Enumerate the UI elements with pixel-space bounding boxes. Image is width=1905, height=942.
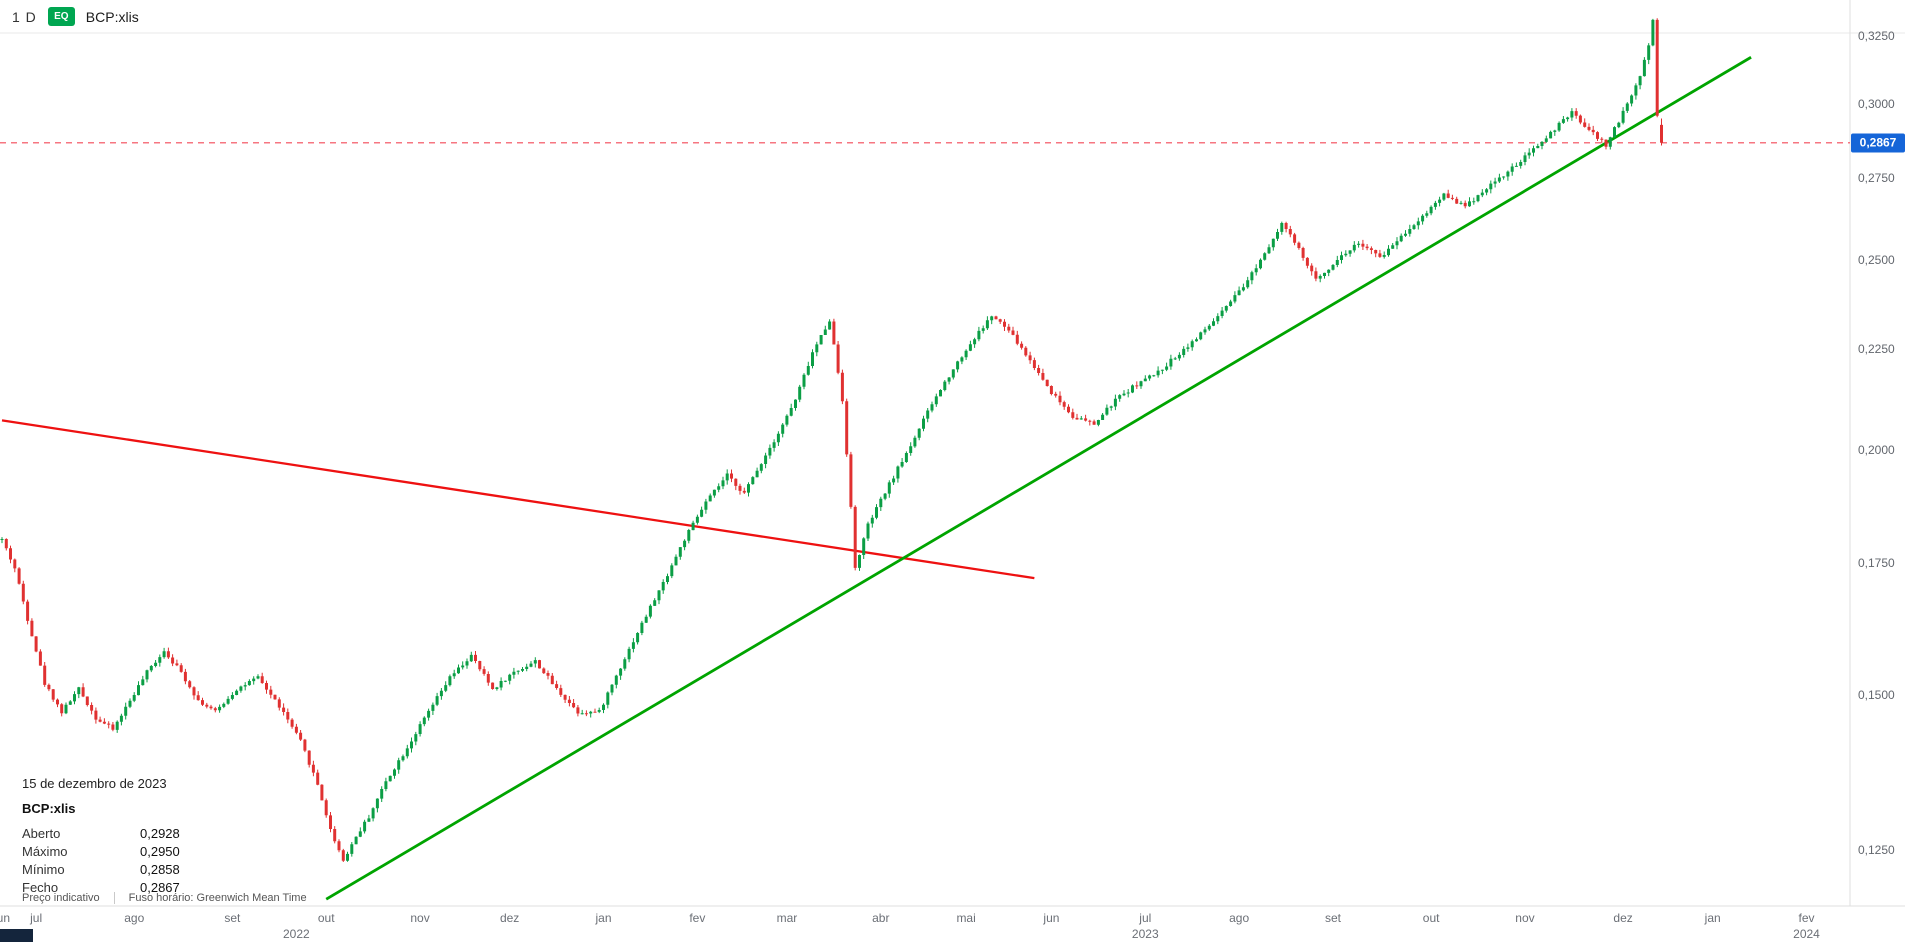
month-tick-label: jul bbox=[30, 911, 43, 925]
up-candle-wicks bbox=[1, 18, 1654, 862]
price-tick-label: 0,1500 bbox=[1858, 687, 1895, 702]
month-tick-label: abr bbox=[872, 911, 890, 925]
footer-divider bbox=[113, 892, 115, 904]
chart-header: 1 D EQ BCP:xlis bbox=[0, 0, 139, 33]
month-tick-label: nov bbox=[410, 911, 430, 925]
month-tick-label: fev bbox=[1798, 911, 1815, 925]
ohlc-label-open: Aberto bbox=[22, 826, 61, 841]
price-tick-label: 0,2500 bbox=[1858, 252, 1895, 267]
timezone-label: Fuso horário: Greenwich Mean Time bbox=[128, 892, 307, 904]
data-window: 15 de dezembro de 2023 BCP:xlis Aberto 0… bbox=[12, 770, 246, 903]
time-axis[interactable]: jun jul ago set out nov dez jan fev mar abr mai jun j… bbox=[0, 906, 1905, 942]
timeframe-selector[interactable]: 1 D bbox=[12, 8, 37, 25]
current-price-badge: 0,2867 bbox=[1851, 133, 1905, 153]
ascending-trendline[interactable] bbox=[325, 56, 1752, 901]
data-window-symbol: BCP:xlis bbox=[22, 801, 76, 816]
price-tick-label: 0,1250 bbox=[1858, 843, 1895, 858]
month-tick-label: set bbox=[224, 911, 241, 925]
price-tick-label: 0,2000 bbox=[1858, 442, 1895, 457]
price-tick-label: 0,1750 bbox=[1858, 556, 1895, 571]
month-tick-label: dez bbox=[1613, 911, 1633, 925]
data-window-row-close: Fecho 0,2867 bbox=[22, 879, 236, 897]
month-tick-label: jun bbox=[1043, 911, 1060, 925]
up-candle-bodies bbox=[0, 19, 1655, 861]
month-tick-label: nov bbox=[1515, 911, 1535, 925]
equity-type-badge: EQ bbox=[47, 7, 75, 26]
bottom-left-corner-bar[interactable] bbox=[0, 929, 33, 942]
indicative-price-label: Preço indicativo bbox=[22, 892, 100, 904]
ohlc-value-high: 0,2950 bbox=[140, 844, 180, 859]
month-tick-label: fev bbox=[689, 911, 706, 925]
month-tick-label: mar bbox=[776, 911, 798, 925]
data-window-row-open: Aberto 0,2928 bbox=[22, 825, 236, 843]
month-tick-label: jun bbox=[0, 911, 11, 925]
price-axis[interactable]: 0,3250 0,3000 0,2750 0,2500 0,2250 0,2000 0,17… bbox=[1850, 0, 1905, 906]
price-tick-label: 0,2750 bbox=[1858, 171, 1895, 186]
data-window-row-high: Máximo 0,2950 bbox=[22, 843, 236, 861]
year-tick-label: 2024 bbox=[1793, 927, 1820, 941]
data-window-date: 15 de dezembro de 2023 bbox=[22, 776, 167, 791]
year-tick-label: 2022 bbox=[282, 927, 310, 941]
month-tick-label: jul bbox=[1139, 911, 1152, 925]
footer-status: Preço indicativo Fuso horário: Greenwich… bbox=[22, 892, 307, 904]
month-tick-label: ago bbox=[124, 911, 145, 925]
down-candle-bodies bbox=[4, 19, 1663, 861]
month-tick-label: ago bbox=[1229, 911, 1250, 925]
month-tick-label: jan bbox=[1704, 911, 1721, 925]
month-tick-label: out bbox=[317, 911, 335, 925]
month-tick-label: dez bbox=[499, 911, 520, 925]
ohlc-label-close: Fecho bbox=[22, 880, 59, 895]
ohlc-value-low: 0,2858 bbox=[140, 862, 180, 877]
ohlc-label-low: Mínimo bbox=[22, 862, 65, 877]
month-tick-label: out bbox=[1422, 911, 1440, 925]
month-tick-label: set bbox=[1324, 911, 1341, 925]
price-tick-label: 0,3250 bbox=[1858, 29, 1895, 43]
ohlc-label-high: Máximo bbox=[22, 844, 68, 859]
month-tick-label: jan bbox=[595, 911, 612, 925]
year-tick-label: 2023 bbox=[1131, 927, 1159, 941]
price-tick-label: 0,2250 bbox=[1858, 342, 1895, 357]
ohlc-value-close: 0,2867 bbox=[140, 880, 180, 895]
symbol-label: BCP:xlis bbox=[85, 8, 139, 25]
down-candle-wicks bbox=[5, 18, 1662, 862]
price-tick-label: 0,3000 bbox=[1858, 97, 1895, 112]
ohlc-value-open: 0,2928 bbox=[140, 826, 180, 841]
month-tick-label: mai bbox=[956, 911, 976, 925]
data-window-row-low: Mínimo 0,2858 bbox=[22, 861, 236, 879]
